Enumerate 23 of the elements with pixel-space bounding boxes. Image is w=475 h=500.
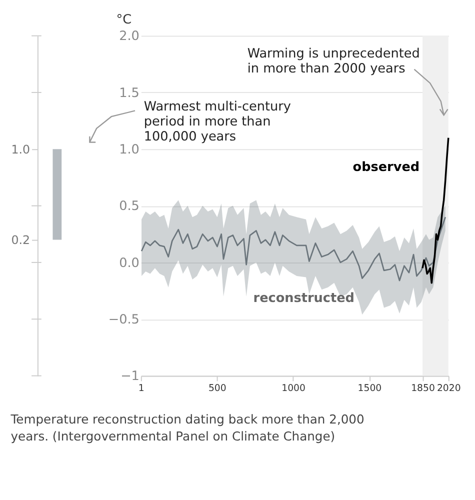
y-tick-label: −1 (120, 369, 140, 384)
line-series (422, 136, 450, 284)
line-series (140, 216, 446, 282)
y-axis-title: °C (116, 12, 132, 28)
x-tick-label: 1000 (282, 383, 306, 394)
y-tick-label: 1.5 (119, 86, 140, 101)
series-label: reconstructed (253, 290, 354, 306)
annotation: Warmest multi-century period in more than 100,000 years (144, 100, 292, 144)
y-tick-label: 0.0 (119, 256, 140, 271)
y-tick-label: 2.0 (119, 29, 140, 44)
x-tick-label: 1500 (358, 383, 382, 394)
text: Temperature reconstruction dating back more than 2,000 years. (Intergovernmental Panel on Climate Change) (10, 412, 364, 444)
x-tick-label: 2020 (436, 383, 461, 394)
x-tick-label: 500 (208, 383, 226, 394)
x-tick-label: 1 (138, 383, 144, 394)
text: observed (352, 160, 420, 175)
y-tick-label: −0.5 (108, 312, 140, 328)
y-tick-label: 1.0 (11, 142, 30, 157)
y-tick-label: 1.0 (119, 142, 140, 158)
x-tick-label: 1850 (411, 383, 435, 394)
y-tick-label: 0.5 (119, 199, 140, 214)
annotation: Warming is unprecedented in more than 2000 years (247, 46, 420, 76)
y-tick-label: 0.2 (11, 233, 30, 248)
